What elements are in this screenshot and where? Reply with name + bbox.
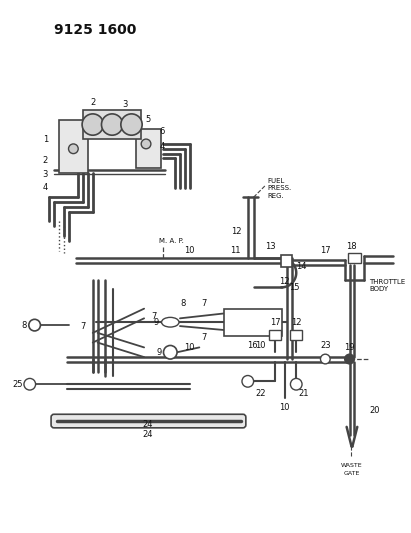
Text: M. A. P.: M. A. P. [159,238,184,244]
Circle shape [69,144,78,154]
Text: 3: 3 [122,100,127,109]
Text: 22: 22 [255,390,266,399]
Ellipse shape [162,317,179,327]
Text: 3: 3 [43,171,48,180]
Circle shape [242,376,254,387]
Text: 10: 10 [255,341,266,350]
FancyBboxPatch shape [51,414,246,428]
Text: 1: 1 [43,134,48,143]
Text: 15: 15 [289,283,300,292]
Text: 18: 18 [346,242,357,251]
Text: 6: 6 [160,127,165,136]
Text: 10: 10 [279,403,290,412]
Text: 8: 8 [180,300,185,308]
Circle shape [321,354,330,364]
Circle shape [24,378,36,390]
Text: 5: 5 [145,115,150,124]
Bar [281,255,292,267]
Text: 23: 23 [320,341,330,350]
Bar [348,253,361,263]
Text: 2: 2 [43,156,48,165]
Text: 24: 24 [143,421,153,430]
Text: REG.: REG. [267,193,284,199]
Bar [59,120,88,173]
Text: 14: 14 [296,262,306,271]
Text: 9125 1600: 9125 1600 [54,22,136,37]
Text: 7: 7 [151,312,157,321]
Bar [136,130,161,168]
Text: PRESS.: PRESS. [267,185,291,191]
Text: 4: 4 [160,142,165,151]
Text: 2: 2 [90,98,95,107]
Circle shape [121,114,142,135]
Text: 17: 17 [320,246,330,255]
Text: 13: 13 [265,242,275,251]
Text: 21: 21 [299,390,309,399]
Text: 7: 7 [201,333,207,342]
Bar [224,309,282,336]
Text: FUEL: FUEL [267,177,284,184]
Text: 19: 19 [344,343,355,352]
Text: 20: 20 [369,406,379,415]
Text: 7: 7 [201,300,207,308]
Bar [269,330,281,340]
Text: 17: 17 [270,318,280,327]
Circle shape [291,378,302,390]
Text: 12: 12 [231,227,241,236]
Text: 8: 8 [21,321,27,329]
Circle shape [82,114,104,135]
Bar [291,330,302,340]
Text: WASTE: WASTE [341,463,362,468]
Text: GATE: GATE [343,471,360,476]
Text: 10: 10 [185,343,195,352]
Text: 9: 9 [153,318,158,327]
Text: 11: 11 [230,246,240,255]
Circle shape [164,345,177,359]
Text: 25: 25 [13,379,23,389]
Text: 7: 7 [81,321,86,330]
Circle shape [141,139,151,149]
Text: BODY: BODY [369,286,388,292]
Bar [83,110,141,139]
Circle shape [102,114,123,135]
Circle shape [345,354,354,364]
Text: THROTTLE: THROTTLE [369,279,405,285]
Text: 9: 9 [156,348,161,357]
Text: 4: 4 [43,183,48,192]
Text: 12: 12 [279,277,290,286]
Text: 12: 12 [291,318,302,327]
Text: 16: 16 [247,341,258,350]
Text: 10: 10 [185,246,195,255]
Circle shape [29,319,40,331]
Text: 24: 24 [143,430,153,439]
